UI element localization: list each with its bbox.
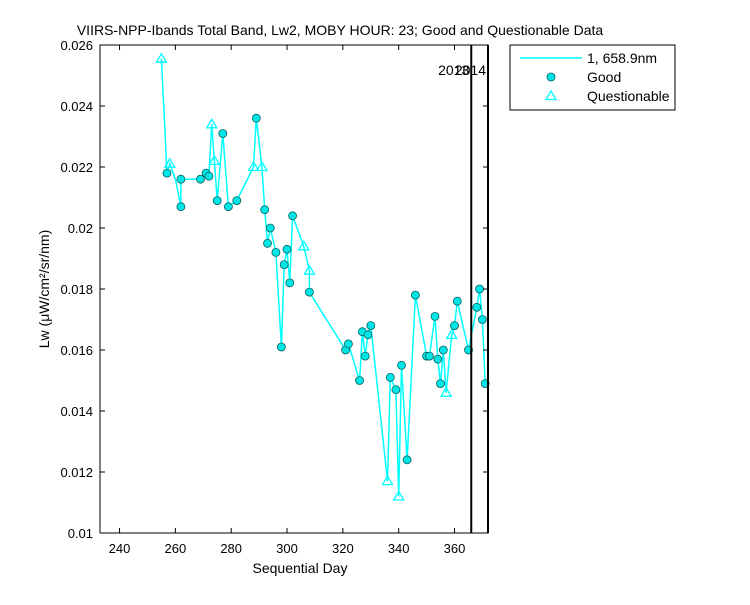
questionable-point [445,328,458,339]
y-tick-label: 0.012 [60,465,93,480]
x-axis: 240 260 280 300 320 340 360 [109,45,466,556]
good-point [176,174,186,184]
good-point [204,171,214,181]
y-axis-label: Lw (μW/cm²/sr/nm) [36,230,52,349]
y-tick-label: 0.026 [60,38,93,53]
y-tick-label: 0.024 [60,99,93,114]
good-point [176,202,186,212]
legend-label-questionable: Questionable [587,88,670,104]
x-axis-label: Sequential Day [253,560,348,576]
x-tick-label: 340 [388,541,410,556]
questionable-point [297,240,310,251]
good-point [218,129,228,138]
y-tick-label: 0.016 [60,343,93,358]
series-line [160,58,486,497]
x-tick-label: 360 [444,541,466,556]
good-point [477,315,487,324]
good-point [355,376,365,385]
year-divider-label: 2013 [438,62,469,78]
good-point [265,223,275,233]
good-point [436,379,445,389]
good-point [385,372,395,382]
good-point [304,287,314,297]
good-point [263,238,272,248]
good-point [343,339,353,349]
x-tick-label: 320 [332,541,354,556]
x-tick-label: 240 [109,541,131,556]
questionable-point [247,160,260,172]
good-point [430,311,440,321]
x-tick-label: 260 [165,541,187,556]
questionable-point [208,154,221,166]
good-point [251,113,261,123]
questionable-point [303,264,316,275]
legend-box [509,44,676,111]
legend-triangle-swatch [544,89,558,101]
questionable-point [255,160,269,172]
questionable-point [392,490,405,501]
good-point [452,296,462,306]
good-point [212,196,222,206]
good-point [260,205,270,215]
x-tick-label: 280 [220,541,242,556]
chart-title: VIIRS-NPP-Ibands Total Band, Lw2, MOBY H… [77,22,604,38]
good-point [433,354,443,364]
year-divider-label: 2014 [455,62,486,78]
good-point [232,196,242,206]
good-point [402,455,412,465]
good-point [391,385,401,395]
good-point [223,202,233,212]
good-point [196,174,205,184]
good-point [279,260,289,270]
legend: 1, 658.9nm Good Questionable [509,44,676,111]
good-point [162,168,172,178]
x-tick-label: 300 [276,541,298,556]
questionable-point [439,386,453,397]
good-point [475,284,485,294]
good-point [424,351,434,361]
good-point [472,302,482,312]
good-point [288,211,298,221]
good-point [271,247,281,257]
good-point [360,351,370,361]
questionable-point [155,52,168,63]
y-tick-label: 0.018 [60,282,93,297]
legend-label-line: 1, 658.9nm [587,50,657,66]
questionable-point [381,474,394,486]
good-point [276,342,286,352]
good-point [366,321,376,331]
y-tick-label: 0.02 [68,221,93,236]
plot-area [155,52,490,501]
legend-circle-swatch [546,72,556,82]
questionable-point [205,118,218,129]
good-point [363,330,373,340]
y-axis: 0.01 0.012 0.014 0.016 0.018 0.02 0.022 0.024 0.… [60,38,488,541]
good-point [285,278,295,288]
good-point [438,345,448,355]
y-tick-label: 0.014 [60,404,93,419]
good-point [282,244,292,254]
plot-frame [99,44,489,534]
questionable-point [163,157,176,169]
y-tick-label: 0.01 [68,526,93,541]
good-point [397,360,406,370]
y-tick-label: 0.022 [60,160,93,175]
legend-label-good: Good [587,69,621,85]
good-point [410,290,420,300]
good-point [450,321,459,331]
